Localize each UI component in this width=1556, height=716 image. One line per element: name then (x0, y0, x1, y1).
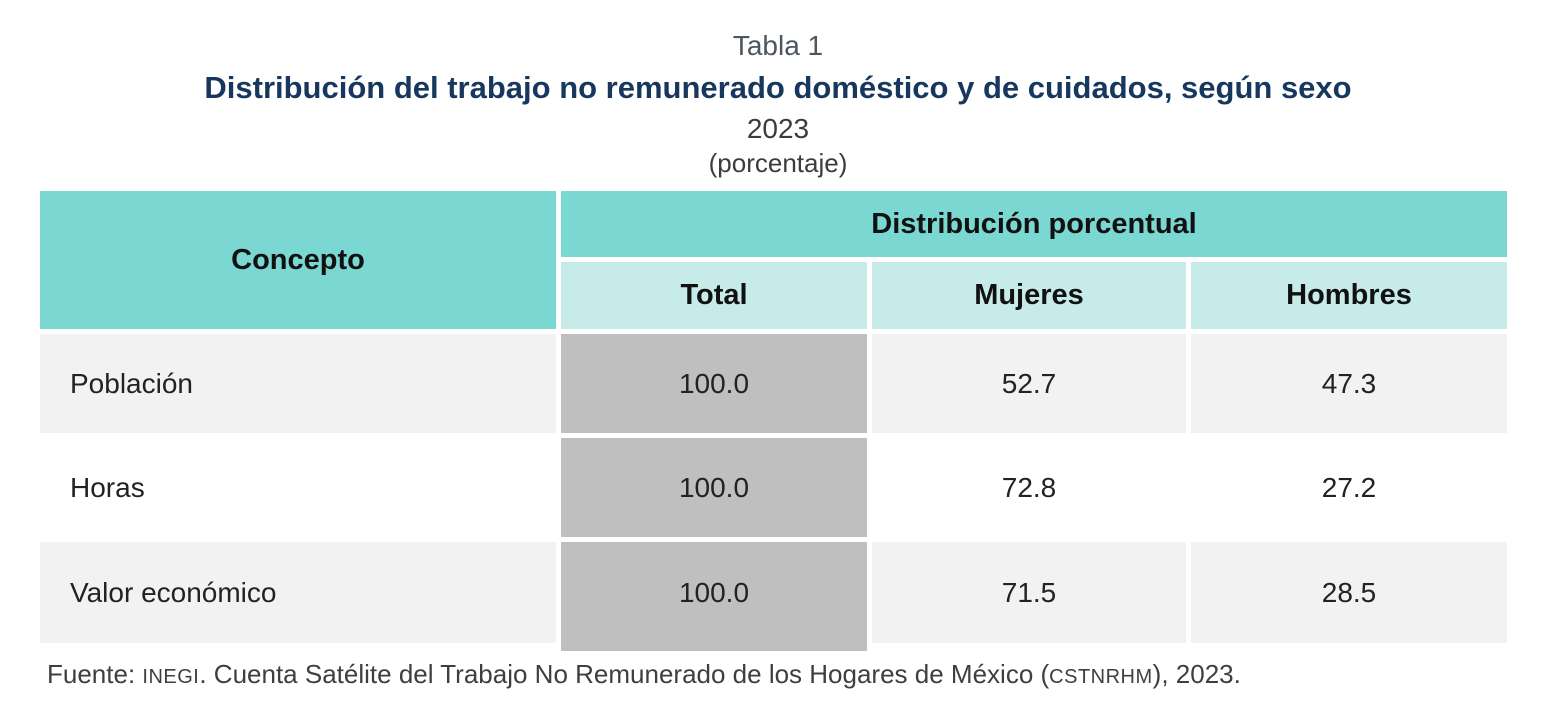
cell-valor-economico-hombres: 28.5 (1191, 542, 1507, 643)
cell-horas-mujeres: 72.8 (872, 438, 1186, 537)
cell-valor-economico-total: 100.0 (561, 542, 867, 651)
cell-valor-economico-mujeres: 71.5 (872, 542, 1186, 643)
cell-poblacion-hombres: 47.3 (1191, 334, 1507, 433)
cell-horas-total: 100.0 (561, 438, 867, 537)
source-inegi-acronym: INEGI (142, 666, 200, 688)
column-header-hombres: Hombres (1191, 262, 1507, 329)
data-table: Concepto Distribución porcentual Total M… (40, 191, 1507, 651)
table-number-label: Tabla 1 (732, 30, 824, 61)
cell-poblacion-total: 100.0 (561, 334, 867, 433)
source-middle-text: . Cuenta Satélite del Trabajo No Remuner… (199, 659, 1050, 689)
unit-subtitle: (porcentaje) (708, 148, 848, 178)
cell-poblacion-mujeres: 52.7 (872, 334, 1186, 433)
column-header-mujeres: Mujeres (872, 262, 1186, 329)
source-note: Fuente: INEGI. Cuenta Satélite del Traba… (47, 659, 1556, 692)
source-prefix: Fuente: (47, 659, 143, 689)
year-subtitle: 2023 (746, 113, 810, 144)
row-label-poblacion: Población (40, 334, 556, 433)
source-cstnrhm-acronym: CSTNRHM (1049, 666, 1153, 688)
page-title: Distribución del trabajo no remunerado d… (204, 70, 1352, 105)
group-header-distribucion-porcentual: Distribución porcentual (561, 191, 1507, 257)
source-suffix: ), 2023. (1152, 659, 1241, 689)
row-label-valor-economico: Valor económico (40, 542, 556, 643)
column-header-concepto: Concepto (40, 191, 556, 329)
column-header-total: Total (561, 262, 867, 329)
row-label-horas: Horas (40, 438, 556, 537)
title-block: Tabla 1 Distribución del trabajo no remu… (0, 30, 1556, 178)
cell-horas-hombres: 27.2 (1191, 438, 1507, 537)
